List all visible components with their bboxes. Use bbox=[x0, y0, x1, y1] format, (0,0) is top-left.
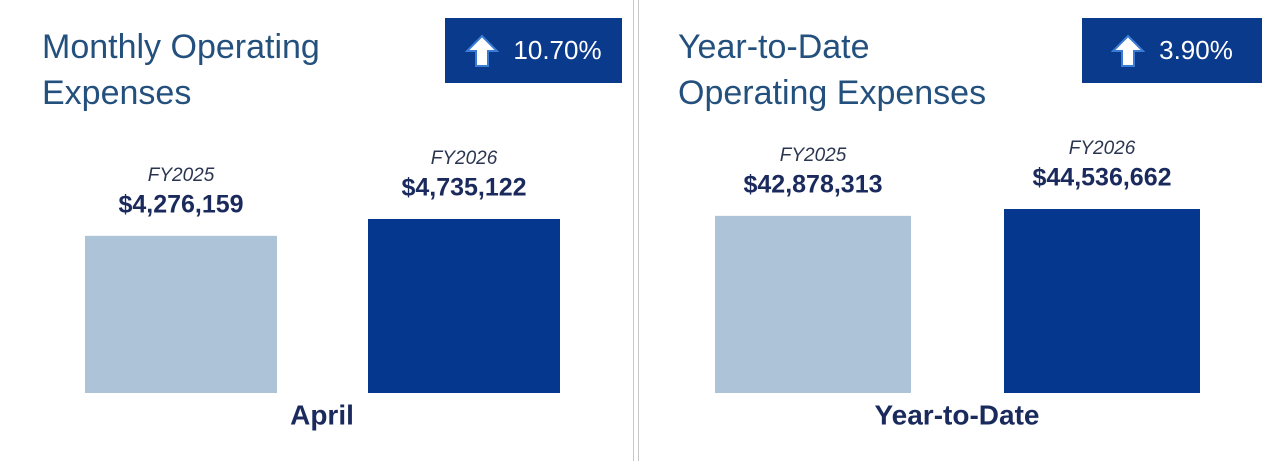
bar bbox=[715, 215, 911, 393]
value-label: $42,878,313 bbox=[743, 170, 882, 198]
chart-title: Year-to-Date Operating Expenses bbox=[678, 28, 987, 112]
x-axis-label: Year-to-Date bbox=[875, 399, 1040, 430]
category-label: FY2025 bbox=[780, 145, 847, 166]
separator bbox=[638, 0, 639, 461]
value-label: $4,276,159 bbox=[118, 190, 243, 218]
value-label: $4,735,122 bbox=[401, 174, 526, 202]
category-label: FY2025 bbox=[148, 165, 215, 186]
badge-text: 10.70% bbox=[513, 35, 602, 65]
bar bbox=[85, 235, 277, 393]
bar bbox=[1004, 209, 1200, 393]
change-badge: 3.90% bbox=[1082, 18, 1262, 83]
x-axis-label: April bbox=[290, 399, 354, 430]
badge-text: 3.90% bbox=[1159, 35, 1233, 65]
up-arrow bbox=[465, 34, 500, 67]
category-label: FY2026 bbox=[1069, 138, 1136, 159]
chart-title: Monthly Operating Expenses bbox=[42, 28, 320, 112]
change-badge: 10.70% bbox=[445, 18, 622, 83]
category-label: FY2026 bbox=[431, 148, 498, 169]
value-label: $44,536,662 bbox=[1032, 164, 1171, 192]
up-arrow bbox=[1111, 34, 1146, 67]
separator bbox=[633, 0, 634, 461]
bar bbox=[368, 218, 560, 393]
